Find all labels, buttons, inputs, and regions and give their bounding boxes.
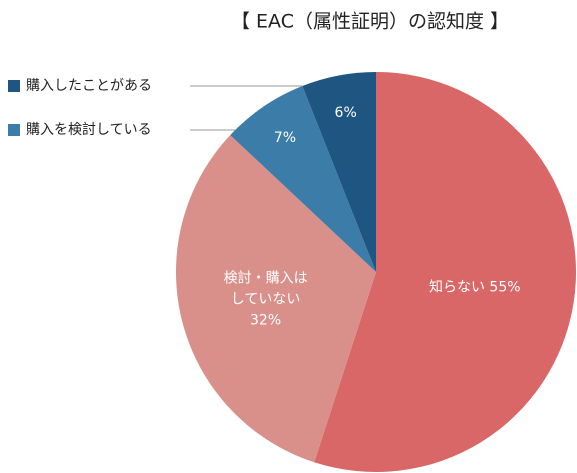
category-label: 検討・購入はしていない [223, 270, 308, 308]
slice-label: 知らない 55% [425, 277, 525, 298]
value-label: 32% [250, 312, 282, 329]
legend-swatch [8, 80, 20, 92]
chart-title: 【 EAC（属性証明）の認知度 】 [231, 11, 509, 33]
value-label: 55% [489, 279, 521, 296]
pie-slice [302, 72, 376, 272]
pie-slice [314, 72, 577, 473]
legend-label: 購入したことがある [26, 78, 152, 94]
category-label: 知らない [428, 279, 485, 296]
pie-slice [176, 135, 376, 463]
legend-swatch [8, 124, 20, 136]
pie-slice [230, 86, 376, 272]
legend-label: 購入を検討している [26, 122, 152, 138]
slice-label: 検討・購入はしていない 32% [216, 269, 316, 332]
value-label: 6% [335, 105, 357, 121]
value-label: 7% [274, 130, 296, 146]
